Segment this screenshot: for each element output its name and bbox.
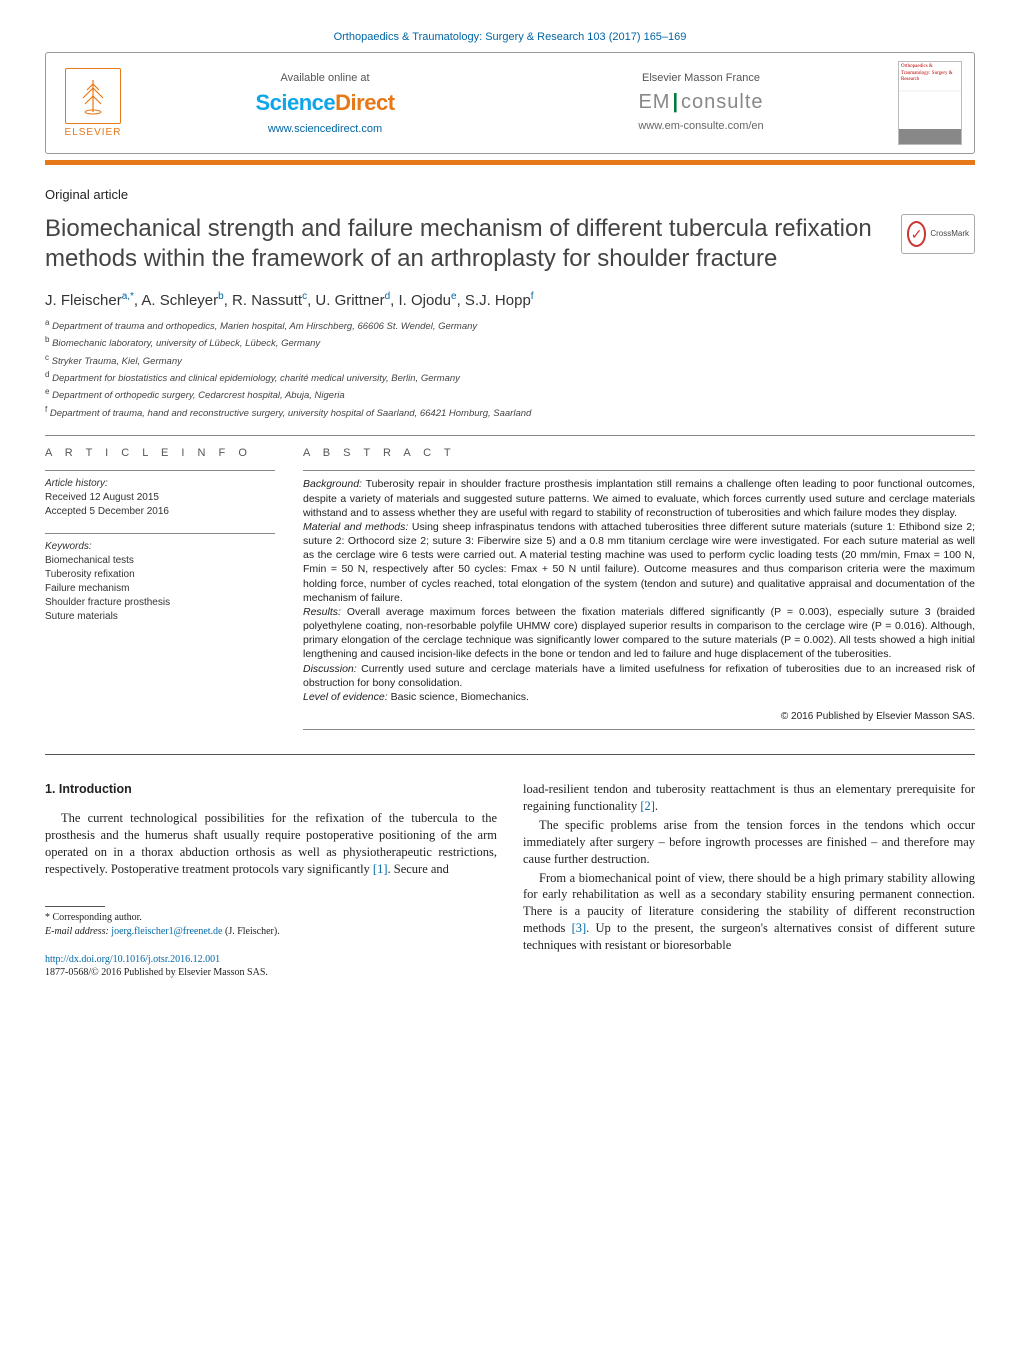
intro-p4: From a biomechanical point of view, ther… [523, 870, 975, 954]
crossmark-badge[interactable]: ✓ CrossMark [901, 214, 975, 254]
body-col-left: 1. Introduction The current technologica… [45, 781, 497, 979]
available-text: Available online at [146, 71, 504, 85]
issn-line: 1877-0568/© 2016 Published by Elsevier M… [45, 967, 268, 978]
crossmark-icon: ✓ [907, 221, 926, 247]
affiliation-line: a Department of trauma and orthopedics, … [45, 317, 975, 334]
abstract-column: A B S T R A C T Background: Tuberosity r… [303, 446, 975, 736]
journal-cover-thumb[interactable]: Orthopaedics & Traumatology: Surgery & R… [898, 61, 962, 145]
emconsulte-block[interactable]: Elsevier Masson France EM|consulte www.e… [522, 71, 880, 136]
elsevier-tree-icon [65, 68, 121, 124]
section-1-heading: 1. Introduction [45, 781, 497, 798]
keyword: Tuberosity refixation [45, 568, 275, 582]
intro-p2: load-resilient tendon and tuberosity rea… [523, 781, 975, 815]
abstract-body: Background: Tuberosity repair in shoulde… [303, 477, 975, 704]
sciencedirect-block[interactable]: Available online at ScienceDirect www.sc… [146, 71, 504, 136]
accepted-date: Accepted 5 December 2016 [45, 505, 275, 519]
author-list: J. Fleischera,*, A. Schleyerb, R. Nassut… [45, 290, 975, 311]
sd-url[interactable]: www.sciencedirect.com [146, 122, 504, 136]
article-type: Original article [45, 187, 975, 204]
keyword: Suture materials [45, 610, 275, 624]
top-banner: ELSEVIER Available online at ScienceDire… [45, 52, 975, 154]
keyword: Shoulder fracture prosthesis [45, 596, 275, 610]
affiliation-line: f Department of trauma, hand and reconst… [45, 404, 975, 421]
emconsulte-logo: EM|consulte [522, 89, 880, 115]
history-label: Article history: [45, 477, 275, 490]
article-info-heading: A R T I C L E I N F O [45, 446, 275, 460]
ref-link-2[interactable]: [2] [640, 799, 655, 813]
masson-text: Elsevier Masson France [522, 71, 880, 85]
elsevier-text: ELSEVIER [65, 126, 122, 139]
footnotes: * Corresponding author. E-mail address: … [45, 911, 497, 939]
intro-p1: The current technological possibilities … [45, 810, 497, 878]
keyword: Failure mechanism [45, 582, 275, 596]
affiliation-line: c Stryker Trauma, Kiel, Germany [45, 352, 975, 369]
affiliations: a Department of trauma and orthopedics, … [45, 317, 975, 421]
intro-p3: The specific problems arise from the ten… [523, 817, 975, 868]
abstract-copyright: © 2016 Published by Elsevier Masson SAS. [303, 710, 975, 723]
footnote-rule [45, 906, 105, 907]
affiliation-line: b Biomechanic laboratory, university of … [45, 334, 975, 351]
affiliation-line: e Department of orthopedic surgery, Ceda… [45, 386, 975, 403]
rule-above-abstract [45, 435, 975, 436]
doi-link[interactable]: http://dx.doi.org/10.1016/j.otsr.2016.12… [45, 954, 220, 965]
body-col-right: load-resilient tendon and tuberosity rea… [523, 781, 975, 979]
orange-divider [45, 160, 975, 165]
crossmark-text: CrossMark [930, 229, 969, 239]
ref-link-1[interactable]: [1] [373, 862, 388, 876]
info-rule-2 [45, 533, 275, 534]
elsevier-logo[interactable]: ELSEVIER [58, 64, 128, 142]
journal-header: Orthopaedics & Traumatology: Surgery & R… [45, 30, 975, 44]
abstract-rule-bottom [303, 729, 975, 730]
ref-link-3[interactable]: [3] [572, 921, 587, 935]
keyword: Biomechanical tests [45, 554, 275, 568]
received-date: Received 12 August 2015 [45, 491, 275, 505]
em-url[interactable]: www.em-consulte.com/en [522, 119, 880, 133]
author-email[interactable]: joerg.fleischer1@freenet.de [111, 926, 222, 937]
article-title: Biomechanical strength and failure mecha… [45, 214, 887, 274]
doi-block: http://dx.doi.org/10.1016/j.otsr.2016.12… [45, 953, 497, 980]
abstract-heading: A B S T R A C T [303, 446, 975, 460]
keywords-label: Keywords: [45, 540, 275, 553]
sciencedirect-logo: ScienceDirect [146, 89, 504, 118]
email-line: E-mail address: joerg.fleischer1@freenet… [45, 925, 497, 939]
rule-below-abstract [45, 754, 975, 755]
abstract-rule [303, 470, 975, 471]
corresponding-author: * Corresponding author. [45, 911, 497, 925]
article-info-column: A R T I C L E I N F O Article history: R… [45, 446, 275, 736]
info-rule [45, 470, 275, 471]
affiliation-line: d Department for biostatistics and clini… [45, 369, 975, 386]
body-columns: 1. Introduction The current technologica… [45, 781, 975, 979]
